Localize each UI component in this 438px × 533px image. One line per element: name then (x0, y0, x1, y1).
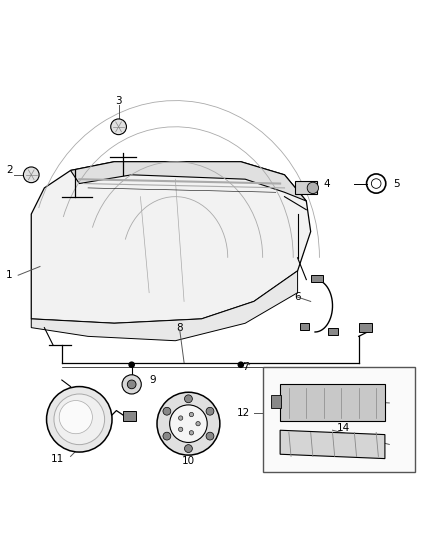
Circle shape (129, 362, 134, 367)
Text: 11: 11 (51, 454, 64, 464)
Circle shape (238, 362, 244, 367)
Text: 7: 7 (242, 362, 248, 372)
Circle shape (184, 445, 192, 453)
Bar (272, 395, 281, 408)
Text: 3: 3 (115, 95, 122, 106)
Text: 10: 10 (182, 456, 195, 466)
Circle shape (54, 394, 105, 445)
Circle shape (157, 392, 220, 455)
Circle shape (163, 432, 171, 440)
Polygon shape (31, 271, 297, 341)
Circle shape (196, 422, 200, 426)
Circle shape (184, 395, 192, 403)
Bar (263, 367, 416, 472)
Circle shape (163, 407, 171, 415)
Text: 4: 4 (324, 179, 330, 189)
Text: 6: 6 (294, 292, 301, 302)
Circle shape (307, 182, 318, 193)
Text: 8: 8 (177, 322, 183, 333)
Circle shape (23, 167, 39, 183)
Text: 1: 1 (6, 270, 13, 280)
Circle shape (206, 432, 214, 440)
Circle shape (178, 427, 183, 432)
Circle shape (170, 405, 207, 442)
Text: 13: 13 (337, 392, 350, 402)
Circle shape (46, 386, 112, 452)
Circle shape (122, 375, 141, 394)
Polygon shape (71, 161, 306, 201)
Circle shape (206, 407, 214, 415)
Text: 14: 14 (337, 423, 350, 433)
Circle shape (189, 431, 194, 435)
Polygon shape (280, 430, 385, 458)
Text: 2: 2 (6, 165, 13, 175)
Text: 5: 5 (394, 179, 400, 189)
Bar (359, 323, 372, 332)
Circle shape (59, 400, 92, 434)
Text: 9: 9 (149, 375, 156, 385)
Circle shape (111, 119, 127, 135)
Bar (295, 181, 317, 195)
Bar (328, 328, 338, 335)
Bar (300, 323, 309, 330)
Circle shape (178, 416, 183, 420)
Circle shape (127, 380, 136, 389)
Circle shape (189, 413, 194, 417)
Polygon shape (31, 161, 311, 323)
Bar (280, 384, 385, 422)
Text: 12: 12 (237, 408, 250, 418)
Bar (123, 410, 136, 422)
Bar (311, 275, 323, 282)
